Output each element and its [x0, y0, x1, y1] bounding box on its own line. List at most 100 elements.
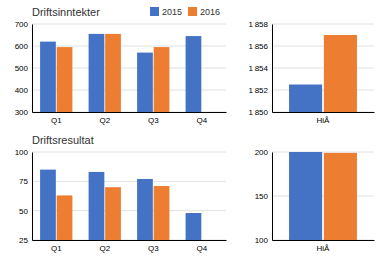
legend-label: 2015 [162, 7, 182, 17]
x-tick: Q2 [99, 240, 110, 253]
bar [105, 34, 121, 112]
bar [57, 47, 73, 112]
y-tick: 100 [255, 236, 272, 245]
bar-series [57, 34, 170, 112]
bar-series [324, 153, 357, 240]
bar [89, 34, 105, 112]
chart-title: Driftsinntekter [32, 6, 100, 18]
axis-line [32, 153, 33, 241]
y-axis: 100 150 200 [255, 148, 273, 245]
tick-label: 400 [15, 86, 29, 95]
tick-label: Q3 [148, 244, 159, 253]
legend-item: 2016 [188, 7, 220, 17]
y-tick: 1 852 [249, 86, 272, 95]
x-tick: HiÅ [317, 240, 331, 253]
axis-line [33, 112, 227, 113]
bar-series [57, 186, 170, 240]
grid-line [272, 90, 374, 91]
x-axis: Q1 Q2 Q3 Q4 [33, 240, 227, 253]
bar [57, 195, 73, 240]
legend-label: 2016 [200, 7, 220, 17]
y-tick: 25 [19, 236, 32, 245]
x-tick: Q1 [51, 240, 62, 253]
bar-series [289, 152, 322, 240]
axis-line [273, 240, 375, 241]
tick-label: Q3 [148, 116, 159, 125]
y-tick: 1 858 [249, 20, 272, 29]
y-axis: 300 400 500 600 700 [15, 20, 33, 117]
bars [289, 152, 357, 240]
x-tick: Q3 [148, 112, 159, 125]
bar [324, 35, 357, 112]
tick-label: Q2 [99, 116, 110, 125]
bars [289, 35, 357, 112]
x-tick: HiÅ [317, 112, 331, 125]
bar-series [324, 35, 357, 112]
chart-container: 300 400 500 600 700 Q1 Q2 Q3 Q4 Driftsinntekter 20… [0, 0, 382, 261]
bar [105, 187, 121, 240]
x-tick: Q4 [196, 112, 207, 125]
y-tick: 300 [15, 108, 32, 117]
y-tick: 75 [19, 177, 32, 186]
chart-svg: 300 400 500 600 700 Q1 Q2 Q3 Q4 Driftsinntekter 20… [0, 0, 382, 261]
grid-line [272, 46, 374, 47]
panel: 1 850 1 852 1 854 1 856 1 858 HiÅ [249, 20, 375, 261]
axis-line [273, 112, 375, 113]
tick-label: 700 [15, 20, 29, 29]
grid-line [272, 112, 374, 113]
tick-label: Q1 [51, 244, 62, 253]
bar [186, 213, 202, 240]
y-tick: 150 [255, 192, 272, 201]
axis-line [272, 153, 273, 241]
tick-label: 50 [19, 207, 28, 216]
grid-line [272, 196, 374, 197]
x-axis: HiÅ [273, 240, 375, 253]
tick-label: 1 858 [249, 20, 269, 29]
grid-line [272, 240, 374, 241]
x-tick: Q1 [51, 112, 62, 125]
panel: 255075100Q1Q2Q3Q4Driftsresultat [15, 134, 227, 261]
bar-series [40, 170, 201, 240]
grid-line [32, 152, 226, 153]
panel: 300 400 500 600 700 Q1 Q2 Q3 Q4 Driftsinntekter 20… [15, 6, 227, 178]
bars [40, 170, 201, 240]
tick-label: 100 [255, 236, 269, 245]
tick-label: Q1 [51, 116, 62, 125]
bar [40, 170, 56, 240]
x-axis: Q1 Q2 Q3 Q4 [33, 112, 227, 125]
x-tick: Q2 [99, 112, 110, 125]
panel: 100 150 200 HiÅ [255, 148, 375, 261]
bar [137, 179, 153, 240]
y-tick: 700 [15, 20, 32, 29]
axis-line [272, 25, 273, 113]
tick-label: 100 [15, 148, 29, 157]
tick-label: Q4 [196, 116, 207, 125]
bar-series [40, 34, 201, 112]
tick-label: 1 852 [249, 86, 269, 95]
y-tick: 1 854 [249, 64, 272, 73]
tick-label: 200 [255, 148, 269, 157]
y-tick: 400 [15, 86, 32, 95]
grid [272, 24, 374, 112]
grid [272, 152, 374, 240]
tick-label: Q4 [196, 244, 207, 253]
y-tick: 1 850 [249, 108, 272, 117]
tick-label: 150 [255, 192, 269, 201]
grid-line [272, 152, 374, 153]
bar [289, 152, 322, 240]
tick-label: HiÅ [317, 244, 331, 253]
tick-label: 1 854 [249, 64, 269, 73]
tick-label: HiÅ [317, 116, 331, 125]
legend-item: 2015 [150, 7, 182, 17]
grid-line [272, 68, 374, 69]
y-tick: 50 [19, 207, 32, 216]
bar [186, 36, 202, 112]
bar [154, 186, 170, 240]
bar [154, 47, 170, 112]
y-tick: 200 [255, 148, 272, 157]
legend-swatch [188, 7, 197, 16]
y-tick: 600 [15, 42, 32, 51]
y-tick: 1 856 [249, 42, 272, 51]
y-axis: 25 50 75 100 [15, 148, 33, 245]
tick-label: 500 [15, 64, 29, 73]
